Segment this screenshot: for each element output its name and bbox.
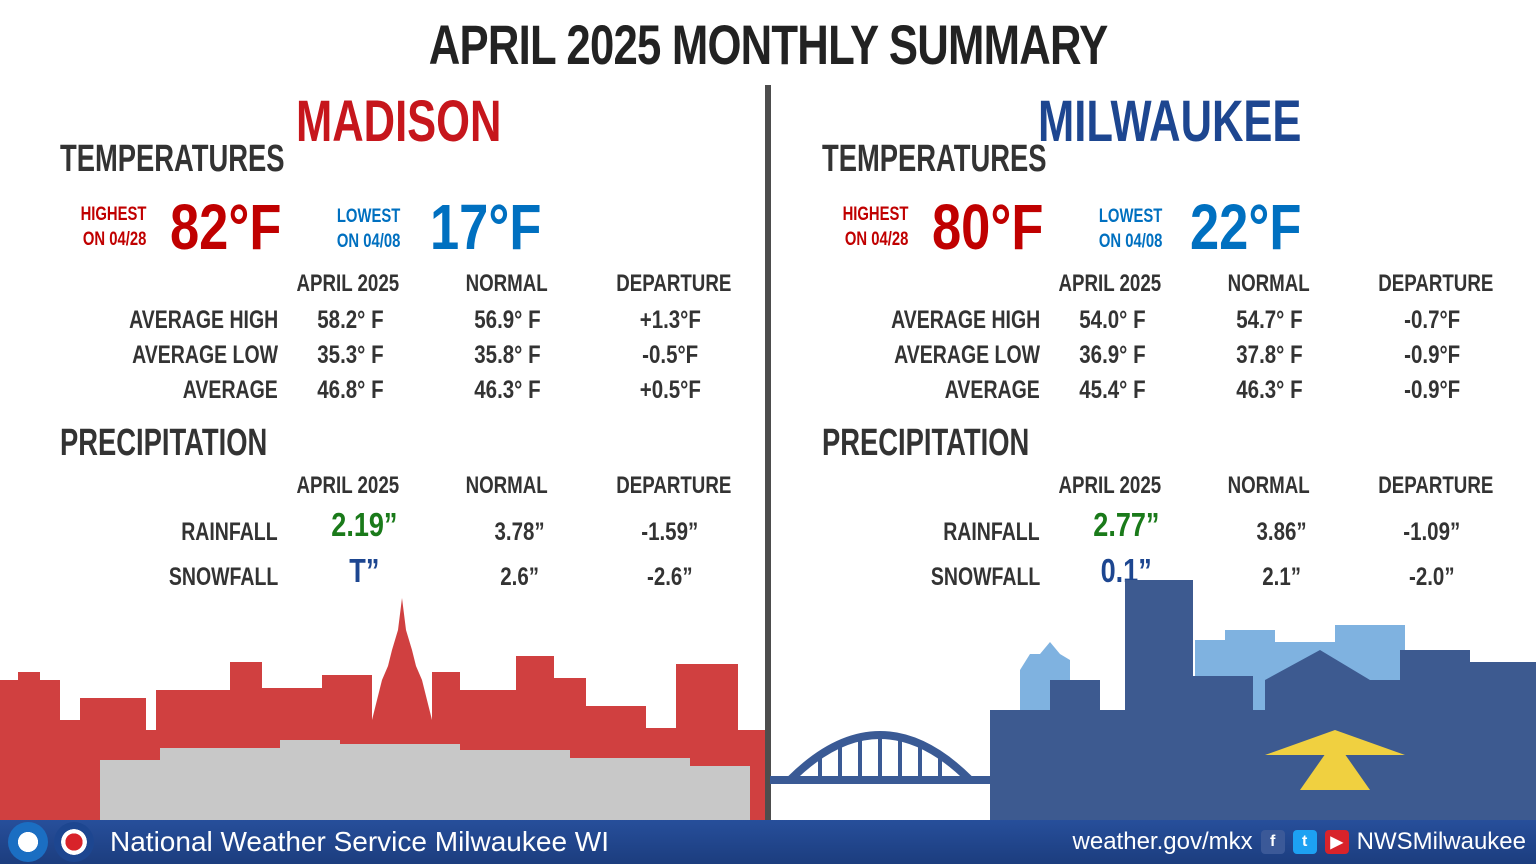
col-departure: DEPARTURE [616, 270, 732, 297]
youtube-icon[interactable]: ▶ [1324, 830, 1349, 854]
precipitation-heading: PRECIPITATION [822, 422, 1030, 464]
twitter-icon[interactable]: t [1292, 830, 1317, 854]
panel-divider [765, 85, 771, 825]
col-month: APRIL 2025 [296, 270, 400, 297]
cell: 2.6” [500, 563, 540, 591]
footer-org: National Weather Service Milwaukee WI [110, 826, 610, 857]
row-rainfall: RAINFALL [181, 518, 278, 546]
cell: 2.1” [1262, 563, 1302, 591]
cell-rain: 2.77” [1092, 506, 1160, 543]
cell: 46.3° F [1235, 376, 1303, 404]
row-avg: AVERAGE [945, 376, 1040, 404]
cell: 3.78” [494, 518, 546, 546]
row-rainfall: RAINFALL [943, 518, 1040, 546]
cell-rain: 2.19” [330, 506, 398, 543]
facebook-icon[interactable]: f [1260, 830, 1285, 854]
page-title: APRIL 2025 MONTHLY SUMMARY [428, 13, 1109, 76]
row-avg: AVERAGE [183, 376, 278, 404]
highest-label: HIGHEST ON 04/28 [842, 204, 908, 250]
cell: 58.2° F [316, 306, 384, 334]
cell-snow: T” [348, 552, 380, 589]
cell: -2.6” [647, 563, 693, 591]
noaa-logo [8, 822, 48, 862]
col-normal: NORMAL [465, 270, 549, 297]
footer-links: weather.gov/mkx f t ▶ NWSMilwaukee [1073, 828, 1526, 856]
madison-panel: MADISON TEMPERATURES HIGHEST ON 04/28 82°… [0, 0, 760, 820]
cell: -1.59” [641, 518, 699, 546]
cell: 45.4° F [1078, 376, 1146, 404]
city-name: MILWAUKEE [1038, 89, 1302, 154]
cell: -0.9°F [1403, 376, 1461, 404]
row-avg-low: AVERAGE LOW [132, 341, 278, 369]
milwaukee-panel: MILWAUKEE TEMPERATURES HIGHEST ON 04/28 8… [762, 0, 1522, 820]
cell: 36.9° F [1078, 341, 1146, 369]
col-month: APRIL 2025 [296, 472, 400, 499]
calatrava-wings [1265, 730, 1405, 790]
madison-foreground [100, 740, 750, 820]
row-avg-high: AVERAGE HIGH [890, 306, 1040, 334]
cell: 37.8° F [1235, 341, 1303, 369]
highest-temp: 80°F [932, 191, 1044, 263]
row-avg-low: AVERAGE LOW [894, 341, 1040, 369]
row-snowfall: SNOWFALL [168, 563, 278, 591]
col-departure: DEPARTURE [1378, 472, 1494, 499]
cell: -0.9°F [1403, 341, 1461, 369]
cell: 35.8° F [473, 341, 541, 369]
cell: +1.3°F [639, 306, 701, 334]
footer-url[interactable]: weather.gov/mkx [1072, 828, 1253, 855]
cell: -0.7°F [1403, 306, 1461, 334]
cell: 54.7° F [1235, 306, 1303, 334]
col-month: APRIL 2025 [1058, 270, 1162, 297]
cell: 46.8° F [316, 376, 384, 404]
cell: +0.5°F [639, 376, 701, 404]
cell: -1.09” [1403, 518, 1461, 546]
highest-label: HIGHEST ON 04/28 [80, 204, 146, 250]
highest-temp: 82°F [170, 191, 282, 263]
cell: 35.3° F [316, 341, 384, 369]
lowest-label: LOWEST ON 04/08 [1098, 206, 1162, 252]
precipitation-heading: PRECIPITATION [60, 422, 268, 464]
cell: 56.9° F [473, 306, 541, 334]
col-departure: DEPARTURE [616, 472, 732, 499]
footer-bar: National Weather Service Milwaukee WI we… [0, 820, 1536, 864]
city-name: MADISON [296, 89, 502, 154]
col-normal: NORMAL [465, 472, 549, 499]
skyline-illustration [0, 580, 1536, 820]
lowest-temp: 22°F [1190, 191, 1302, 263]
bridge-cables [818, 733, 942, 780]
cell: -2.0” [1409, 563, 1455, 591]
milwaukee-front [990, 580, 1536, 820]
cell: -0.5°F [641, 341, 699, 369]
lowest-temp: 17°F [430, 191, 542, 263]
row-snowfall: SNOWFALL [930, 563, 1040, 591]
cell: 46.3° F [473, 376, 541, 404]
row-avg-high: AVERAGE HIGH [128, 306, 278, 334]
nws-logo [54, 822, 94, 862]
lowest-label: LOWEST ON 04/08 [336, 206, 400, 252]
col-departure: DEPARTURE [1378, 270, 1494, 297]
col-normal: NORMAL [1227, 270, 1311, 297]
temperatures-heading: TEMPERATURES [60, 138, 285, 180]
cell: 54.0° F [1078, 306, 1146, 334]
temperatures-heading: TEMPERATURES [822, 138, 1047, 180]
footer-handle[interactable]: NWSMilwaukee [1356, 828, 1526, 855]
col-normal: NORMAL [1227, 472, 1311, 499]
col-month: APRIL 2025 [1058, 472, 1162, 499]
cell: 3.86” [1256, 518, 1308, 546]
